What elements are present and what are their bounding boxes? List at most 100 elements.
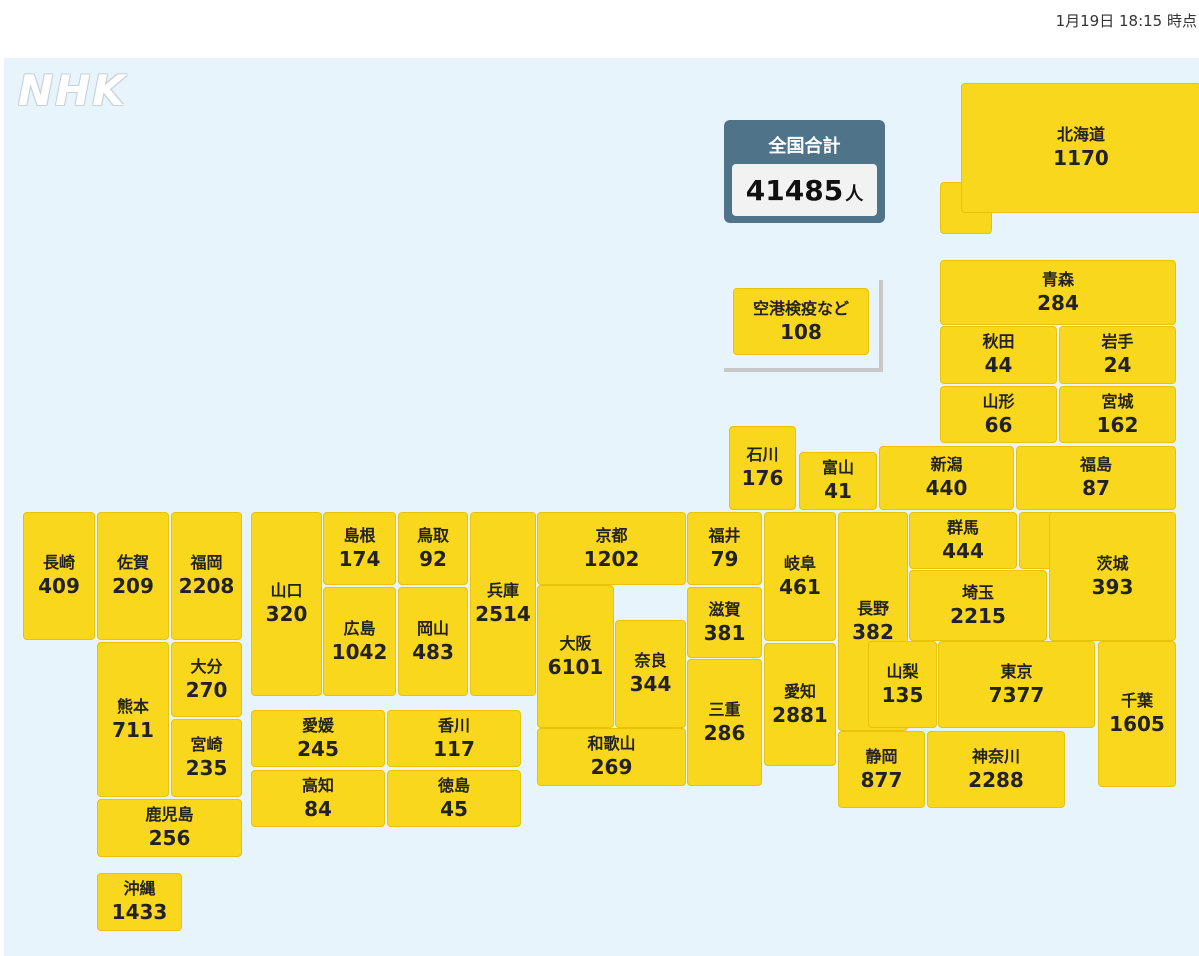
prefecture-count: 1202 — [583, 546, 640, 571]
prefecture-count: 87 — [1082, 476, 1110, 500]
prefecture-tile-wakayama[interactable]: 和歌山 269 — [537, 728, 686, 786]
prefecture-count: 2881 — [772, 702, 828, 727]
prefecture-name: 高知 — [301, 775, 334, 795]
prefecture-tile-kochi[interactable]: 高知 84 — [251, 770, 385, 827]
prefecture-name: 埼玉 — [961, 582, 994, 602]
prefecture-name: 北海道 — [1056, 125, 1105, 144]
prefecture-tile-okinawa[interactable]: 沖縄 1433 — [97, 873, 182, 931]
prefecture-tile-ehime[interactable]: 愛媛 245 — [251, 710, 385, 767]
prefecture-name: 茨城 — [1096, 553, 1129, 573]
prefecture-tile-tokyo[interactable]: 東京 7377 — [938, 641, 1095, 728]
prefecture-tile-kyoto[interactable]: 京都 1202 — [537, 512, 686, 585]
prefecture-count: 44 — [984, 353, 1013, 377]
prefecture-count: 2208 — [178, 574, 235, 598]
prefecture-name: 島根 — [343, 525, 376, 545]
prefecture-name: 愛媛 — [301, 715, 334, 735]
prefecture-count: 711 — [112, 717, 154, 742]
prefecture-count: 7377 — [988, 682, 1045, 707]
prefecture-name: 神奈川 — [971, 746, 1020, 766]
prefecture-count: 1042 — [331, 639, 388, 664]
prefecture-tile-osaka[interactable]: 大阪 6101 — [537, 585, 614, 728]
prefecture-tile-ishikawa[interactable]: 石川 176 — [729, 426, 796, 510]
prefecture-name: 長野 — [856, 598, 889, 618]
prefecture-count: 440 — [925, 476, 968, 500]
national-total-box: 41485 人 — [732, 164, 877, 216]
prefecture-count: 135 — [881, 682, 924, 707]
prefecture-tile-aomori[interactable]: 青森 284 — [940, 260, 1176, 325]
prefecture-tile-iwate[interactable]: 岩手 24 — [1059, 326, 1176, 384]
prefecture-name: 愛知 — [783, 681, 816, 701]
prefecture-tile-hyogo[interactable]: 兵庫 2514 — [470, 512, 536, 696]
prefecture-count: 79 — [710, 546, 739, 571]
prefecture-tile-nara[interactable]: 奈良 344 — [615, 620, 686, 728]
prefecture-tile-ibaraki[interactable]: 茨城 393 — [1049, 512, 1176, 641]
prefecture-tile-kagawa[interactable]: 香川 117 — [387, 710, 521, 767]
prefecture-count: 286 — [703, 720, 746, 745]
prefecture-tile-hiroshima[interactable]: 広島 1042 — [323, 587, 396, 696]
prefecture-tile-shimane[interactable]: 島根 174 — [323, 512, 396, 585]
prefecture-tile-oita[interactable]: 大分 270 — [171, 642, 242, 717]
prefecture-tile-akita[interactable]: 秋田 44 — [940, 326, 1057, 384]
prefecture-tile-yamagata[interactable]: 山形 66 — [940, 386, 1057, 443]
prefecture-tile-mie[interactable]: 三重 286 — [687, 659, 762, 786]
prefecture-name: 岩手 — [1101, 332, 1134, 351]
national-total-unit: 人 — [845, 184, 864, 205]
prefecture-tile-chiba[interactable]: 千葉 1605 — [1098, 641, 1176, 787]
prefecture-tile-yamanashi[interactable]: 山梨 135 — [868, 641, 937, 728]
prefecture-tile-hokkaido[interactable]: 北海道 1170 — [961, 83, 1199, 213]
prefecture-count: 444 — [942, 538, 984, 563]
prefecture-tile-kanagawa[interactable]: 神奈川 2288 — [927, 731, 1065, 808]
prefecture-name: 熊本 — [116, 696, 149, 716]
prefecture-tile-shizuoka[interactable]: 静岡 877 — [838, 731, 925, 808]
prefecture-count: 256 — [148, 826, 191, 850]
prefecture-count: 270 — [185, 677, 228, 702]
prefecture-count: 2215 — [950, 603, 1006, 628]
prefecture-name: 香川 — [437, 715, 470, 735]
prefecture-tile-miyazaki[interactable]: 宮崎 235 — [171, 719, 242, 797]
prefecture-count: 1605 — [1109, 712, 1165, 736]
prefecture-name: 奈良 — [634, 651, 667, 670]
prefecture-tile-fukushima[interactable]: 福島 87 — [1016, 446, 1176, 510]
prefecture-tile-gifu[interactable]: 岐阜 461 — [764, 512, 836, 641]
prefecture-tile-saitama[interactable]: 埼玉 2215 — [909, 570, 1047, 641]
prefecture-count: 2288 — [968, 767, 1024, 792]
prefecture-tile-tottori[interactable]: 鳥取 92 — [398, 512, 468, 585]
prefecture-tile-tokushima[interactable]: 徳島 45 — [387, 770, 521, 827]
prefecture-tile-kumamoto[interactable]: 熊本 711 — [97, 642, 169, 797]
prefecture-count: 45 — [440, 796, 468, 821]
prefecture-tile-gunma[interactable]: 群馬 444 — [909, 512, 1017, 569]
prefecture-count: 284 — [1037, 290, 1079, 315]
prefecture-tile-miyagi[interactable]: 宮城 162 — [1059, 386, 1176, 443]
prefecture-tile-kagoshima[interactable]: 鹿児島 256 — [97, 799, 242, 857]
prefecture-tile-niigata[interactable]: 新潟 440 — [879, 446, 1014, 510]
prefecture-tile-airport[interactable]: 空港検疫など 108 — [733, 288, 869, 355]
prefecture-count: 235 — [185, 756, 228, 780]
prefecture-tile-saga[interactable]: 佐賀 209 — [97, 512, 169, 640]
prefecture-name: 空港検疫など — [752, 298, 849, 318]
prefecture-tile-nagasaki[interactable]: 長崎 409 — [23, 512, 95, 640]
prefecture-name: 岡山 — [416, 618, 449, 638]
prefecture-count: 320 — [265, 602, 308, 626]
prefecture-count: 24 — [1103, 353, 1132, 377]
airport-frame-line — [879, 280, 883, 372]
prefecture-tile-yamaguchi[interactable]: 山口 320 — [251, 512, 322, 696]
prefecture-tile-fukui[interactable]: 福井 79 — [687, 512, 762, 585]
prefecture-name: 静岡 — [865, 746, 898, 766]
prefecture-count: 344 — [629, 672, 672, 696]
prefecture-count: 409 — [38, 574, 80, 598]
nhk-logo: NHK — [18, 66, 127, 115]
prefecture-count: 877 — [860, 767, 903, 792]
prefecture-name: 福井 — [708, 525, 741, 545]
prefecture-count: 269 — [590, 755, 633, 779]
prefecture-tile-okayama[interactable]: 岡山 483 — [398, 587, 468, 696]
prefecture-tile-aichi[interactable]: 愛知 2881 — [764, 643, 836, 766]
prefecture-name: 福島 — [1079, 455, 1112, 474]
prefecture-name: 沖縄 — [123, 879, 156, 898]
prefecture-tile-fukuoka[interactable]: 福岡 2208 — [171, 512, 242, 640]
prefecture-name: 山形 — [982, 391, 1015, 411]
prefecture-count: 483 — [412, 639, 454, 664]
prefecture-tile-toyama[interactable]: 富山 41 — [799, 452, 877, 510]
prefecture-name: 兵庫 — [486, 581, 519, 600]
national-total-label: 全国合計 — [768, 136, 841, 157]
prefecture-tile-shiga[interactable]: 滋賀 381 — [687, 587, 762, 658]
